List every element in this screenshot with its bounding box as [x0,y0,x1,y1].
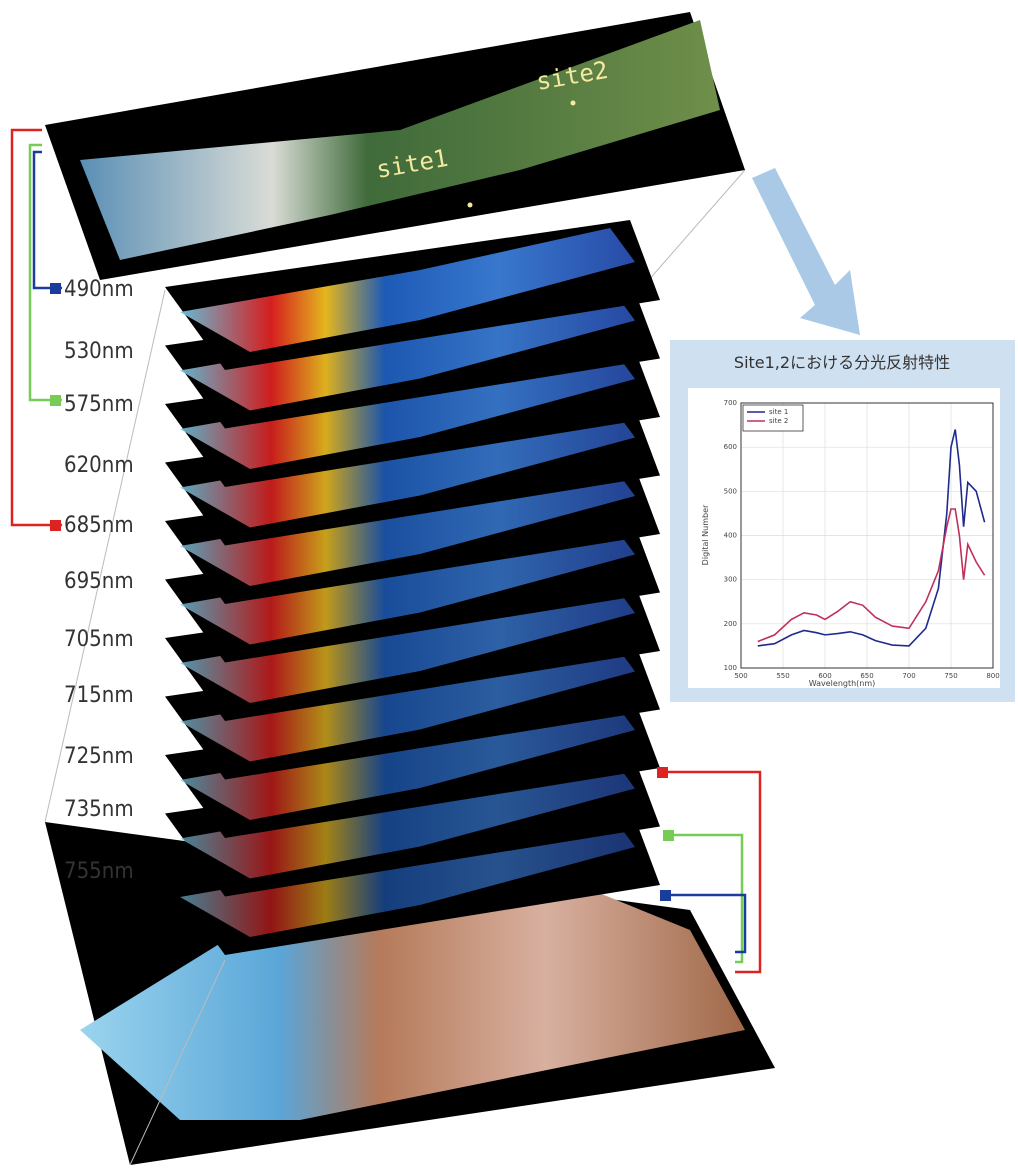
legend-label: site 2 [769,417,788,425]
marker [50,520,61,531]
band-label: 685nm [64,513,134,538]
y-tick-label: 300 [724,576,737,584]
connector [12,130,62,525]
band-label: 530nm [64,339,134,364]
x-tick-label: 700 [902,672,915,680]
y-tick-label: 100 [724,664,737,672]
connector [34,152,62,288]
figure: site1 site2 Site1,2における分光反射特性 Wavelength… [0,0,1018,1174]
band-label: 695nm [64,569,134,594]
y-tick-label: 700 [724,399,737,407]
marker [50,283,61,294]
y-tick-label: 600 [724,443,737,451]
x-tick-label: 600 [818,672,831,680]
band-label: 620nm [64,453,134,478]
x-tick-label: 650 [860,672,873,680]
arrow [752,168,860,335]
band-label: 755nm [64,859,134,884]
y-tick-label: 500 [724,487,737,495]
band-label: 575nm [64,392,134,417]
site-point [571,101,576,106]
x-tick-label: 550 [776,672,789,680]
marker [663,830,674,841]
band-label: 725nm [64,744,134,769]
band-label: 715nm [64,683,134,708]
y-axis-label: Digital Number [701,504,710,565]
x-tick-label: 750 [944,672,957,680]
y-tick-label: 400 [724,532,737,540]
x-axis-label: Wavelength(nm) [809,679,876,688]
legend-label: site 1 [769,408,788,416]
x-tick-label: 800 [986,672,999,680]
marker [657,767,668,778]
band-label: 490nm [64,277,134,302]
marker [50,395,61,406]
chart-title: Site1,2における分光反射特性 [734,353,950,372]
band-label: 735nm [64,797,134,822]
layer-stack [45,170,775,1165]
guide-line [45,290,165,822]
site-point [468,203,473,208]
x-tick-label: 500 [734,672,747,680]
guide-line [640,170,745,290]
y-tick-label: 200 [724,620,737,628]
marker [660,890,671,901]
band-label: 705nm [64,627,134,652]
